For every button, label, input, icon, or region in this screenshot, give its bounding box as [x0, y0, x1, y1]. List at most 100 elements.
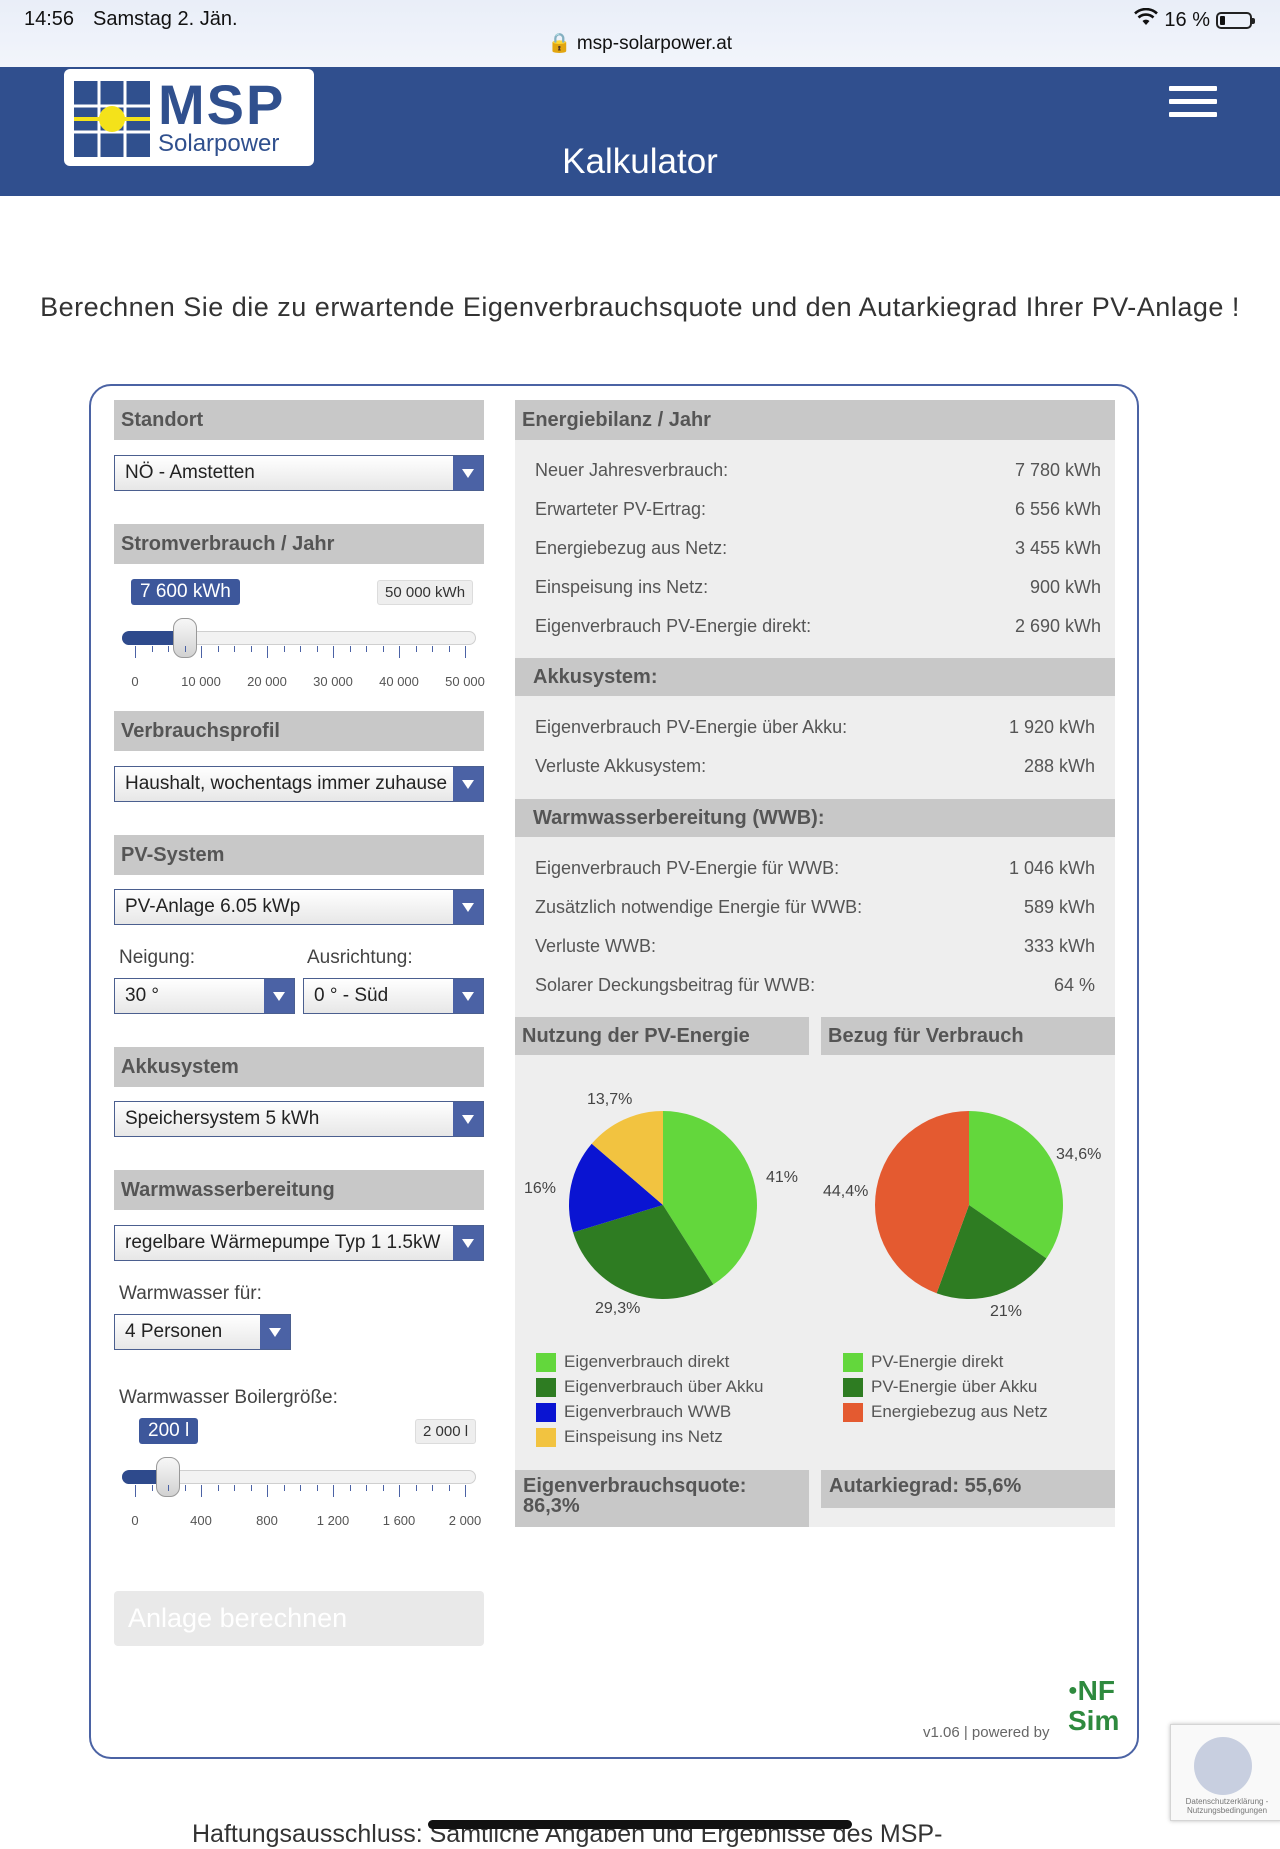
slider-tick [448, 1485, 450, 1491]
eigenverbrauchsquote-result: Eigenverbrauchsquote: 86,3% [515, 1470, 809, 1527]
akku-results-panel [515, 696, 1115, 800]
slider-tick [300, 646, 301, 652]
ausrichtung-select[interactable]: 0 ° - Süd [303, 978, 484, 1014]
akkusystem-value: Speichersystem 5 kWh [125, 1108, 320, 1129]
pie-chart-nutzung [569, 1111, 757, 1299]
pie1-label-wwb: 16% [524, 1180, 557, 1197]
legend-swatch [536, 1402, 556, 1422]
slider-tick [333, 646, 334, 658]
energiebilanz-row-label: Eigenverbrauch PV-Energie direkt: [535, 616, 812, 636]
akku-row-value: 288 kWh [1023, 756, 1095, 776]
status-time: 14:56 [24, 8, 75, 30]
verbrauchsprofil-select[interactable]: Haushalt, wochentags immer zuhause [114, 766, 484, 802]
energiebilanz-row-value: 7 780 kWh [1014, 460, 1101, 480]
pie-slice-pv-energie-über-akku [936, 1205, 1047, 1299]
logo[interactable] [64, 69, 314, 166]
slider-tick [448, 646, 450, 652]
verbrauchsprofil-value: Haushalt, wochentags immer zuhause [125, 773, 448, 794]
chevron-down-icon [453, 979, 483, 1013]
slider-tick [250, 1485, 252, 1491]
url-bar[interactable]: 🔒 msp-solarpower.at [0, 31, 1280, 55]
section-wwb-results: Warmwasserbereitung (WWB): [515, 799, 1115, 837]
slider-tick [184, 646, 186, 652]
warmwasser-personen-value: 4 Personen [125, 1321, 223, 1342]
slider-tick [432, 1485, 433, 1491]
pie-slice-eigenverbrauch-wwb [569, 1143, 663, 1233]
neigung-label: Neigung: [119, 947, 196, 968]
legend-swatch [843, 1377, 863, 1397]
energiebilanz-row-value: 6 556 kWh [1014, 499, 1101, 519]
nfsim-logo[interactable]: ●NF Sim [1068, 1676, 1119, 1736]
pie-slice-einspeisung-ins-netz [591, 1111, 663, 1205]
legend-label: PV-Energie direkt [871, 1352, 1004, 1371]
slider-tick-label: 30 000 [313, 674, 353, 689]
energiebilanz-row-value: 900 kWh [1029, 577, 1101, 597]
anlage-berechnen-button[interactable]: Anlage berechnen [114, 1591, 484, 1646]
slider-tick-label: 800 [256, 1513, 278, 1528]
legend-swatch [843, 1402, 863, 1422]
pie2-label-direkt: 34,6% [1056, 1146, 1102, 1163]
home-indicator [428, 1820, 852, 1829]
section-akkusystem: Akkusystem [114, 1047, 484, 1087]
warmwasser-fuer-label: Warmwasser für: [119, 1283, 262, 1304]
wwb-row-value: 1 046 kWh [1008, 858, 1095, 878]
warmwasserbereitung-value: regelbare Wärmepumpe Typ 1 1.5kW [125, 1232, 441, 1253]
legend-label: PV-Energie über Akku [871, 1377, 1038, 1396]
energiebilanz-row-value: 3 455 kWh [1014, 538, 1101, 558]
hamburger-menu-icon[interactable] [1169, 86, 1217, 118]
intro-text: Berechnen Sie die zu erwartende Eigenver… [40, 292, 1240, 322]
logo-subtext: Solarpower [158, 130, 280, 157]
wwb-row-label: Solarer Deckungsbeitrag für WWB: [535, 975, 816, 995]
slider-tick [168, 646, 169, 652]
akkusystem-select[interactable]: Speichersystem 5 kWh [114, 1101, 484, 1137]
akku-row-value: 1 920 kWh [1008, 717, 1095, 737]
pv-system-select[interactable]: PV-Anlage 6.05 kWp [114, 889, 484, 925]
section-stromverbrauch: Stromverbrauch / Jahr [114, 524, 484, 564]
nfsim-logo-line2: Sim [1068, 1705, 1120, 1736]
boiler-slider-handle[interactable] [156, 1457, 180, 1497]
legend-swatch [843, 1352, 863, 1372]
slider-tick-label: 400 [190, 1513, 212, 1528]
status-bar [0, 0, 1280, 67]
slider-tick-label: 0 [131, 1513, 139, 1528]
standort-value: NÖ - Amstetten [125, 462, 255, 483]
section-energiebilanz: Energiebilanz / Jahr [515, 400, 1115, 440]
slider-tick [283, 646, 285, 652]
pie1-label-akku: 29,3% [595, 1300, 641, 1317]
slider-tick [234, 646, 235, 652]
strom-max-badge: 50 000 kWh [377, 580, 474, 605]
legend-label: Einspeisung ins Netz [564, 1427, 723, 1446]
url-text: msp-solarpower.at [576, 33, 733, 54]
recaptcha-text: Datenschutzerklärung - Nutzungsbedingung… [1185, 1797, 1269, 1815]
chevron-down-icon [453, 1102, 483, 1136]
pie1-title: Nutzung der PV-Energie [515, 1017, 809, 1055]
standort-select[interactable]: NÖ - Amstetten [114, 455, 484, 491]
slider-tick [135, 646, 136, 658]
slider-tick [382, 1485, 384, 1491]
slider-tick-label: 50 000 [445, 674, 485, 689]
pie-slice-eigenverbrauch-über-akku [573, 1205, 714, 1299]
slider-tick-label: 20 000 [247, 674, 287, 689]
slider-tick [267, 646, 268, 658]
slider-tick [283, 1485, 285, 1491]
slider-tick [151, 1485, 153, 1491]
strom-slider-fill [122, 631, 186, 645]
slider-tick [267, 1485, 268, 1497]
warmwasserbereitung-select[interactable]: regelbare Wärmepumpe Typ 1 1.5kW [114, 1225, 484, 1261]
wwb-row-label: Eigenverbrauch PV-Energie für WWB: [535, 858, 840, 878]
akku-row-label: Eigenverbrauch PV-Energie über Akku: [535, 717, 848, 737]
ausrichtung-label: Ausrichtung: [307, 947, 413, 968]
slider-tick [217, 1485, 219, 1491]
chevron-down-icon [453, 890, 483, 924]
neigung-select[interactable]: 30 ° [114, 978, 295, 1014]
boilergroesse-label: Warmwasser Boilergröße: [119, 1387, 338, 1408]
strom-slider-handle[interactable] [173, 618, 198, 658]
slider-tick [366, 1485, 367, 1491]
warmwasser-personen-select[interactable]: 4 Personen [114, 1314, 291, 1350]
slider-tick [432, 646, 433, 652]
ausrichtung-value: 0 ° - Süd [314, 985, 389, 1006]
page-title: Kalkulator [562, 142, 718, 181]
legend-label: Eigenverbrauch über Akku [564, 1377, 764, 1396]
pie1-label-direkt: 41% [766, 1169, 799, 1186]
slider-tick [316, 1485, 318, 1491]
